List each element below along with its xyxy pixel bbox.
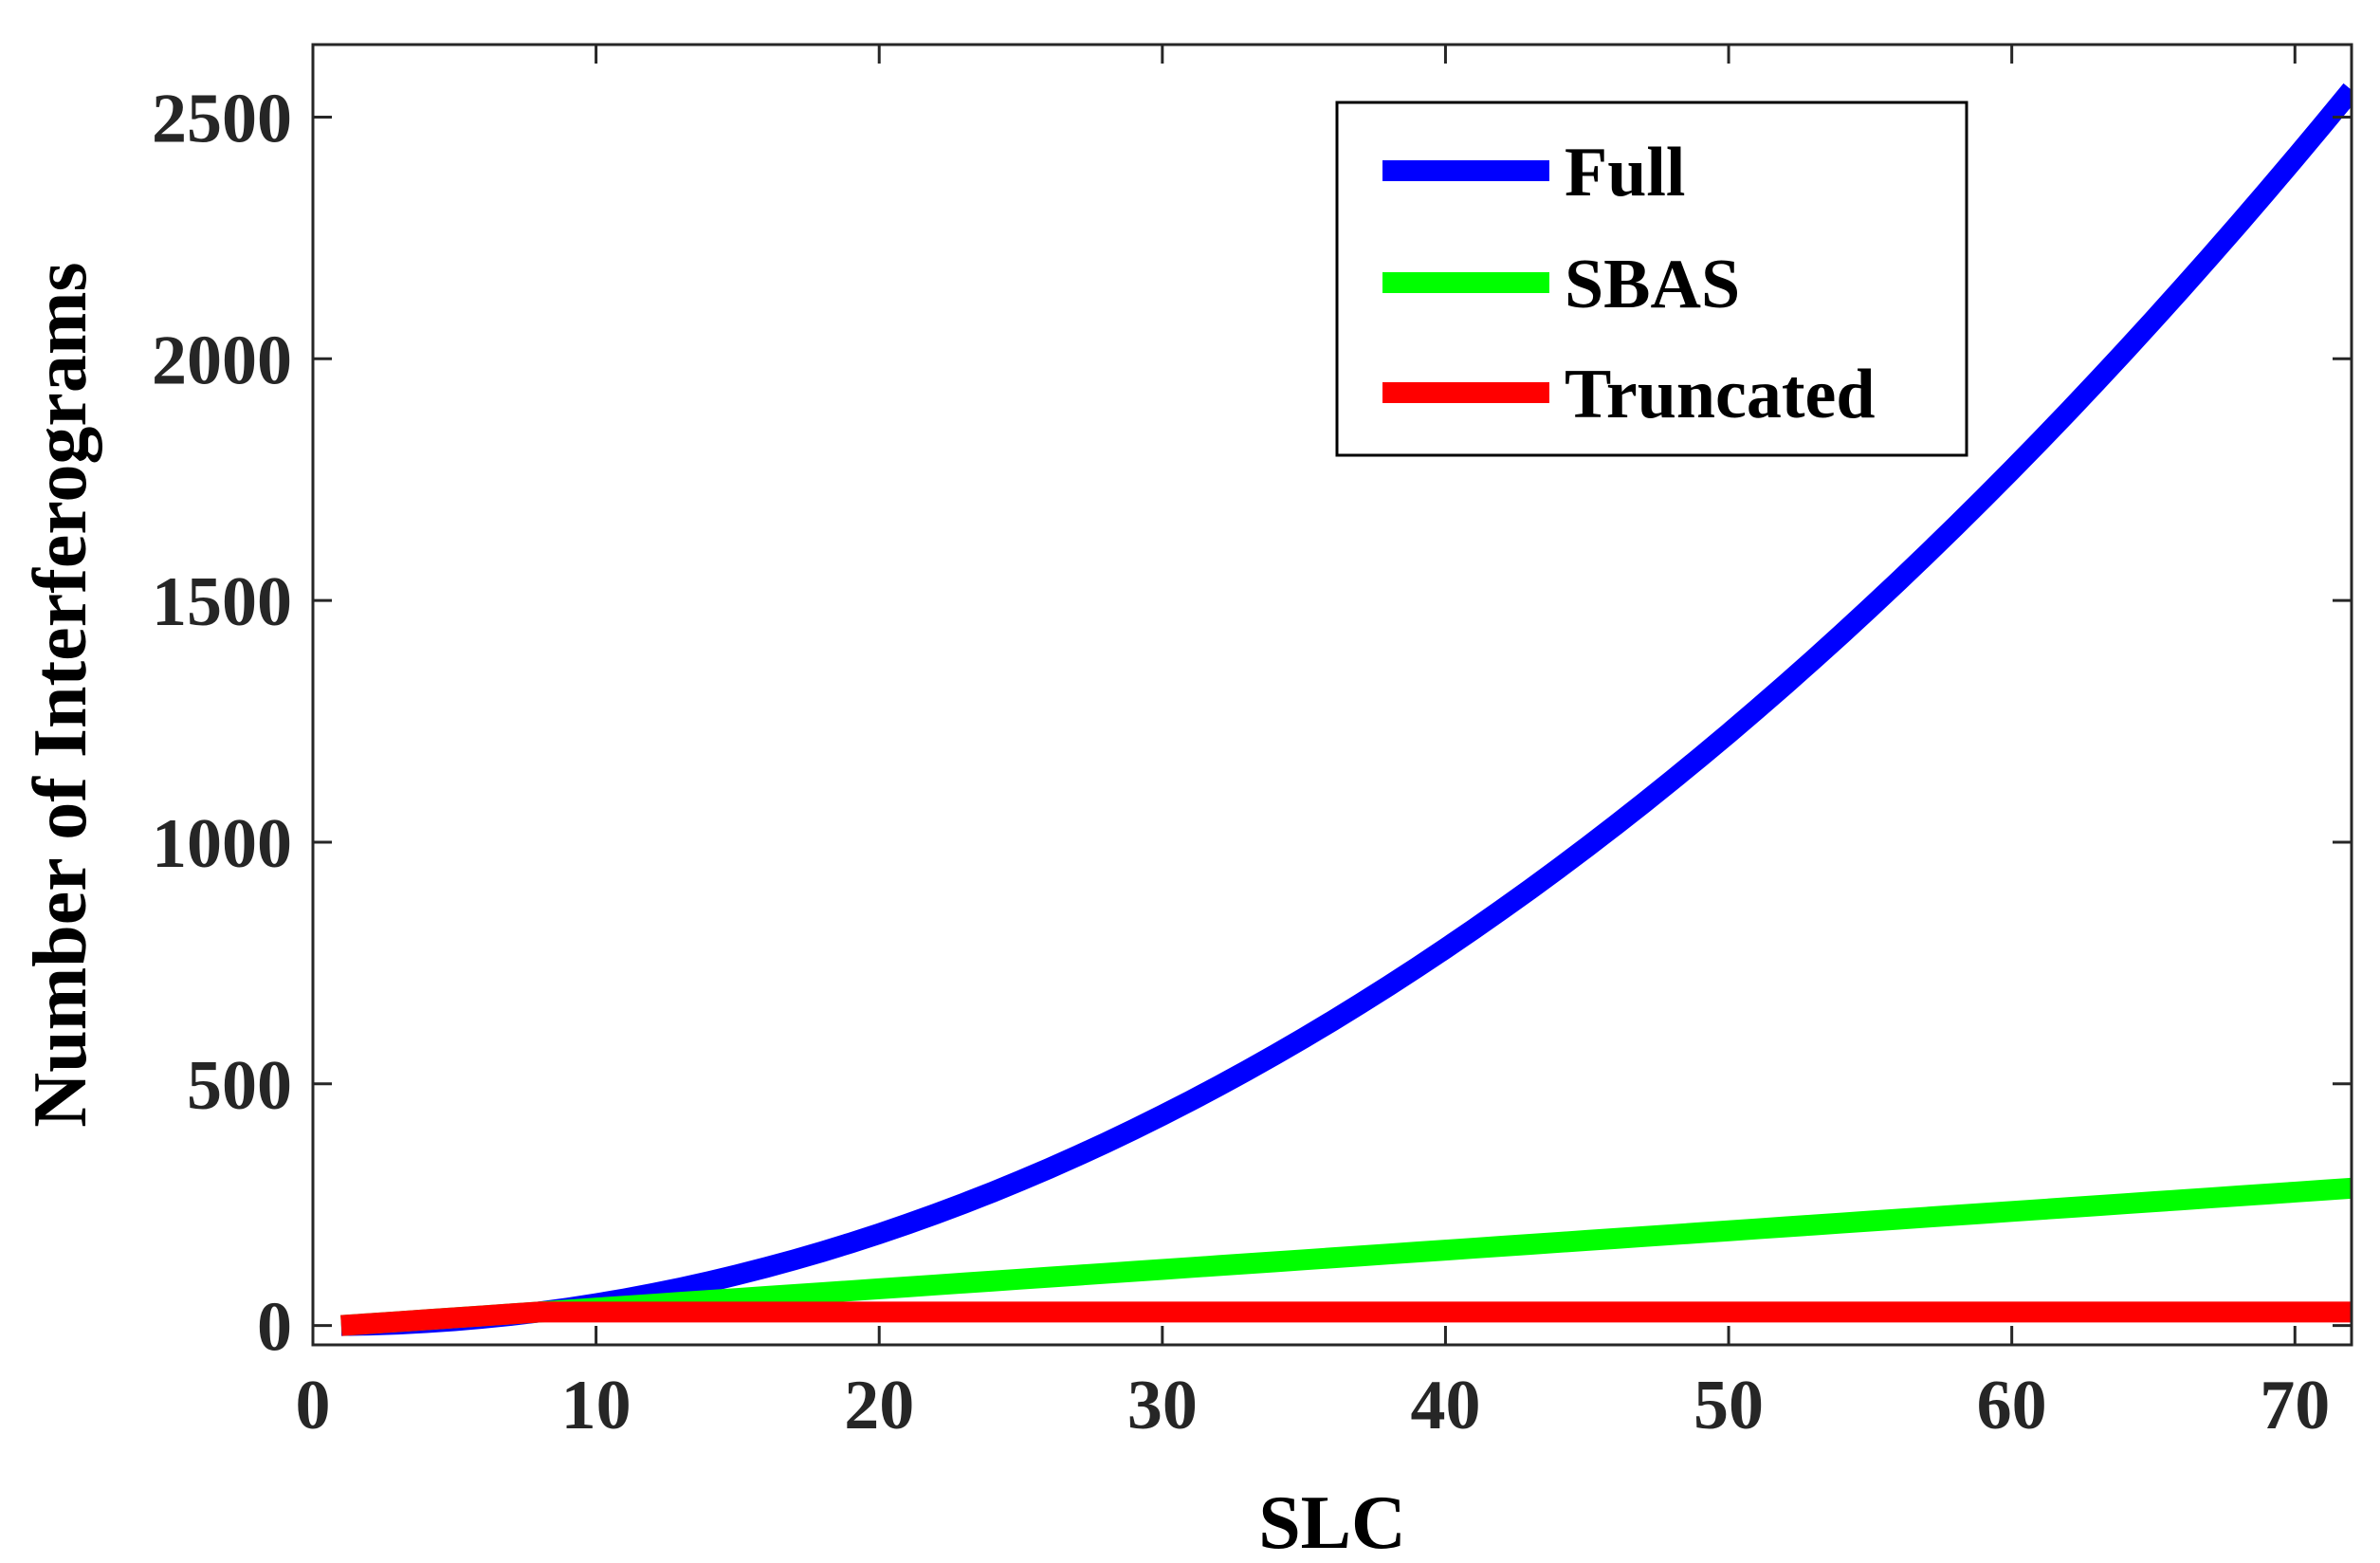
series-line-truncated: [340, 1301, 2352, 1336]
series-lines: [340, 83, 2352, 1336]
legend-label-full: Full: [1565, 134, 1685, 211]
x-tick-label: 70: [2260, 1367, 2330, 1444]
axes: 0 10 20 30 40 50 60 70 0 500 1000 1500 2000 2500 SLC Nu…: [19, 43, 2353, 1563]
legend: Full SBAS Truncated: [1335, 101, 1968, 457]
y-axis-title: Number of Interferograms: [19, 262, 102, 1127]
y-tick-label: 2000: [152, 322, 292, 399]
y-tick-label: 500: [187, 1047, 292, 1125]
y-tick-label: 1000: [152, 805, 292, 883]
plot-area: [340, 83, 2352, 1336]
axes-frame: [311, 43, 2353, 1347]
legend-label-truncated: Truncated: [1565, 356, 1876, 433]
y-tick-label: 2500: [152, 80, 292, 157]
x-tick-label: 10: [561, 1367, 632, 1444]
x-axis-title: SLC: [1258, 1481, 1406, 1563]
legend-label-sbas: SBAS: [1565, 246, 1740, 323]
x-tick-label: 60: [1977, 1367, 2047, 1444]
y-tick-label: 0: [257, 1289, 292, 1367]
x-tick-label: 20: [844, 1367, 914, 1444]
x-tick-label: 50: [1693, 1367, 1764, 1444]
series-line-full: [340, 83, 2352, 1336]
x-tick-label: 40: [1410, 1367, 1480, 1444]
x-tick-label: 0: [296, 1367, 331, 1444]
y-tick-label: 1500: [152, 563, 292, 641]
x-tick-label: 30: [1127, 1367, 1198, 1444]
